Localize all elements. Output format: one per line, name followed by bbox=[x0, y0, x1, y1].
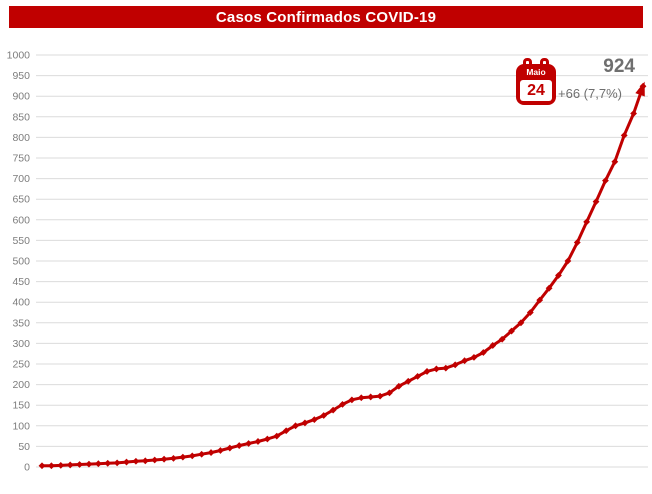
y-tick-label: 50 bbox=[18, 441, 30, 453]
y-tick-label: 700 bbox=[12, 173, 30, 185]
data-point-marker bbox=[170, 454, 177, 462]
data-point-marker bbox=[310, 416, 318, 424]
data-point-marker bbox=[113, 459, 121, 467]
data-point-marker bbox=[66, 461, 74, 469]
data-point-marker bbox=[489, 342, 497, 349]
data-point-marker bbox=[132, 457, 140, 465]
calendar-icon: Maio 24 bbox=[516, 58, 556, 105]
data-point-marker bbox=[160, 455, 168, 463]
data-point-marker bbox=[47, 462, 55, 470]
data-point-marker bbox=[498, 335, 506, 343]
data-point-marker bbox=[395, 382, 403, 390]
data-point-marker bbox=[461, 357, 468, 365]
y-tick-label: 350 bbox=[12, 317, 30, 329]
data-point-marker bbox=[367, 393, 375, 401]
data-point-marker bbox=[573, 239, 581, 246]
data-point-marker bbox=[151, 456, 159, 464]
data-point-marker bbox=[564, 257, 572, 265]
chart-title: Casos Confirmados COVID-19 bbox=[215, 8, 437, 26]
data-point-marker bbox=[273, 432, 281, 440]
data-point-marker bbox=[470, 354, 478, 361]
y-tick-label: 100 bbox=[12, 420, 30, 432]
data-point-marker bbox=[76, 461, 83, 468]
data-point-marker bbox=[282, 427, 290, 435]
data-point-marker bbox=[85, 460, 93, 468]
y-tick-label: 450 bbox=[12, 276, 30, 288]
data-point-marker bbox=[38, 462, 46, 470]
data-point-marker bbox=[329, 406, 337, 414]
data-point-marker bbox=[179, 453, 187, 461]
y-tick-label: 900 bbox=[12, 91, 30, 103]
data-point-marker bbox=[123, 458, 130, 466]
data-point-marker bbox=[357, 394, 365, 402]
daily-increase-value: +66 (7,7%) bbox=[558, 86, 622, 101]
data-point-marker bbox=[141, 457, 149, 465]
data-point-marker bbox=[414, 372, 422, 380]
data-point-marker bbox=[320, 412, 328, 419]
data-point-marker bbox=[583, 218, 591, 226]
data-point-marker bbox=[348, 396, 356, 404]
y-tick-label: 150 bbox=[12, 400, 30, 412]
data-point-marker bbox=[104, 459, 112, 467]
y-tick-label: 500 bbox=[12, 256, 30, 268]
data-point-marker bbox=[254, 438, 262, 445]
data-point-marker bbox=[592, 198, 600, 206]
data-point-marker bbox=[404, 377, 412, 385]
data-point-marker bbox=[423, 368, 431, 375]
data-point-marker bbox=[620, 131, 628, 139]
chart-title-bar: Casos Confirmados COVID-19 bbox=[9, 6, 643, 28]
line-end-arrow-icon bbox=[635, 81, 645, 97]
data-point-marker bbox=[386, 389, 393, 397]
data-point-marker bbox=[207, 449, 215, 456]
data-point-marker bbox=[536, 296, 544, 304]
y-tick-label: 250 bbox=[12, 359, 30, 371]
data-point-marker bbox=[630, 110, 638, 117]
data-point-marker bbox=[301, 419, 309, 427]
y-tick-label: 300 bbox=[12, 338, 30, 350]
data-point-marker bbox=[188, 452, 196, 460]
data-point-marker bbox=[545, 284, 553, 292]
data-point-marker bbox=[433, 365, 440, 373]
calendar-day-box: 24 bbox=[520, 80, 552, 101]
y-tick-label: 600 bbox=[12, 214, 30, 226]
data-point-marker bbox=[611, 158, 619, 166]
data-point-marker bbox=[526, 309, 534, 316]
y-tick-label: 200 bbox=[12, 379, 30, 391]
total-cases-value: 924 bbox=[603, 56, 635, 77]
calendar-day-label: 24 bbox=[527, 81, 545, 99]
data-point-marker bbox=[263, 435, 271, 443]
y-tick-label: 400 bbox=[12, 297, 30, 309]
data-point-marker bbox=[57, 461, 65, 469]
y-tick-label: 750 bbox=[12, 153, 30, 165]
y-tick-label: 950 bbox=[12, 70, 30, 82]
y-tick-label: 850 bbox=[12, 111, 30, 123]
data-point-marker bbox=[555, 272, 562, 279]
calendar-body: Maio 24 bbox=[516, 64, 556, 105]
calendar-month-label: Maio bbox=[526, 67, 546, 77]
data-point-marker bbox=[479, 349, 487, 356]
data-point-marker bbox=[451, 361, 459, 369]
data-point-marker bbox=[217, 447, 224, 454]
data-point-marker bbox=[339, 400, 346, 408]
y-tick-label: 550 bbox=[12, 235, 30, 247]
y-tick-label: 800 bbox=[12, 132, 30, 144]
data-point-marker bbox=[508, 327, 515, 335]
y-tick-label: 650 bbox=[12, 194, 30, 206]
data-point-marker bbox=[517, 319, 525, 327]
data-point-marker bbox=[292, 422, 299, 430]
data-point-marker bbox=[94, 460, 102, 468]
y-tick-label: 0 bbox=[24, 462, 30, 474]
data-point-marker bbox=[235, 442, 243, 449]
data-point-marker bbox=[376, 392, 384, 400]
data-point-marker bbox=[602, 177, 609, 185]
data-point-marker bbox=[442, 364, 450, 372]
y-tick-label: 1000 bbox=[7, 50, 31, 62]
covid-cases-line bbox=[40, 84, 645, 468]
data-point-marker bbox=[226, 444, 234, 452]
data-point-marker bbox=[198, 450, 206, 458]
data-point-marker bbox=[245, 440, 252, 447]
